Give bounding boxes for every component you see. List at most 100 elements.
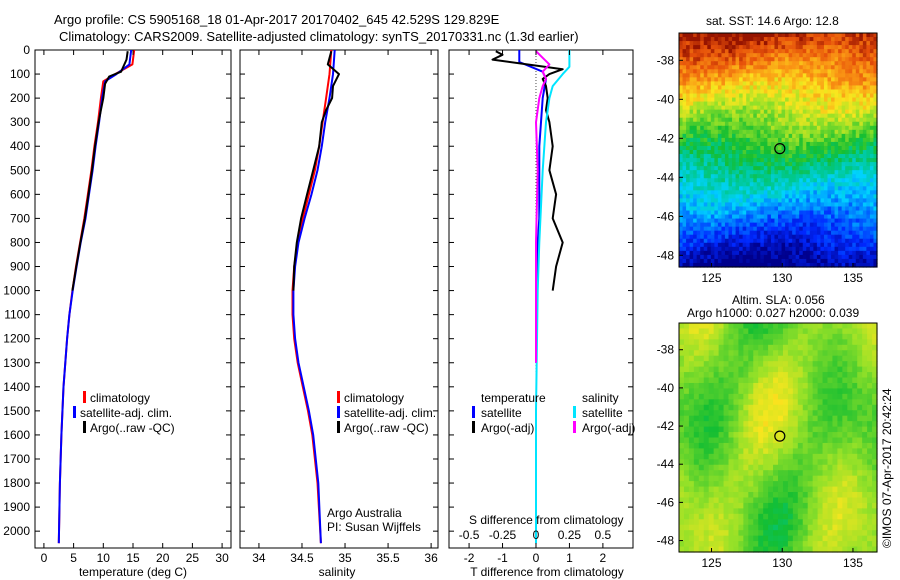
map-cell <box>763 492 769 499</box>
map-cell <box>682 254 687 260</box>
map-cell <box>723 366 730 373</box>
map-cell <box>866 85 871 91</box>
map-cell <box>809 101 814 107</box>
map-cell <box>862 388 868 395</box>
map-cell <box>797 421 804 428</box>
map-cell <box>693 45 698 50</box>
map-cell <box>739 85 744 91</box>
map-cell <box>728 57 733 62</box>
map-cell <box>841 125 846 131</box>
map-cell <box>799 85 804 91</box>
map-cell <box>778 230 783 236</box>
map-cell <box>703 53 708 58</box>
map-cell <box>847 513 853 520</box>
map-cell <box>837 333 843 340</box>
map-cell <box>806 37 811 42</box>
map-cell <box>768 328 774 335</box>
map-cell <box>862 226 867 232</box>
map-cell <box>781 93 786 99</box>
map-cell <box>698 372 705 379</box>
map-cell <box>792 93 797 99</box>
map-cell <box>788 154 793 159</box>
map-cell <box>827 242 832 248</box>
map-cell <box>822 350 829 357</box>
map-cell <box>797 519 804 526</box>
map-cell <box>767 125 772 131</box>
map-cell <box>788 73 793 78</box>
map-cell <box>688 339 695 346</box>
map-cell <box>693 105 698 111</box>
map-cell <box>756 69 761 74</box>
map-cell <box>852 190 857 195</box>
map-cell <box>688 415 695 422</box>
map-cell <box>689 254 694 260</box>
map-cell <box>807 399 814 406</box>
map-cell <box>707 77 712 83</box>
map-cell <box>686 150 691 155</box>
map-cell <box>822 421 829 428</box>
map-cell <box>820 41 825 46</box>
map-cell <box>785 262 790 268</box>
map-cell <box>773 459 779 466</box>
map-cell <box>788 230 793 236</box>
map-cell <box>679 170 684 175</box>
map-cell <box>862 137 867 143</box>
map-cell <box>693 109 698 115</box>
map-cell <box>827 69 832 74</box>
map-cell <box>787 519 794 526</box>
map-cell <box>698 344 705 351</box>
map-cell <box>767 250 772 256</box>
map-cell <box>748 323 754 330</box>
map-cell <box>817 421 824 428</box>
map-cell <box>813 186 818 191</box>
map-cell <box>795 101 800 107</box>
map-cell <box>756 206 761 212</box>
map-cell <box>788 166 793 171</box>
map-cell <box>852 254 857 260</box>
map-cell <box>812 350 819 357</box>
map-cell <box>689 170 694 175</box>
map-cell <box>768 372 774 379</box>
map-cell <box>816 117 822 123</box>
map-cell <box>689 85 694 91</box>
map-cell <box>679 230 684 236</box>
map-cell <box>756 97 761 103</box>
map-cell <box>806 97 811 103</box>
map-cell <box>773 502 779 509</box>
map-cell <box>806 121 811 127</box>
map-cell <box>852 442 858 449</box>
map-cell <box>773 415 779 422</box>
map-cell <box>816 226 822 232</box>
map-cell <box>795 170 800 175</box>
map-cell <box>714 129 719 135</box>
map-cell <box>778 333 784 340</box>
map-cell <box>728 133 733 139</box>
map-cell <box>768 350 774 357</box>
map-cell <box>834 85 839 91</box>
map-cell <box>806 182 811 187</box>
map-cell <box>797 404 804 411</box>
map-cell <box>763 194 768 200</box>
map-cell <box>785 222 790 228</box>
sst-map: 125 130 135-38-40-42-44-46-48 <box>657 32 878 285</box>
map-cell <box>724 105 730 111</box>
map-cell <box>703 372 710 379</box>
map-cell <box>785 246 790 252</box>
map-cell <box>862 333 868 340</box>
map-cell <box>724 162 730 167</box>
map-cell <box>817 404 824 411</box>
map-cell <box>693 426 700 433</box>
map-cell <box>866 37 871 42</box>
map-cell <box>873 222 878 228</box>
map-cell <box>834 178 839 183</box>
map-cell <box>693 382 700 390</box>
map-cell <box>708 355 715 362</box>
map-cell <box>718 366 725 373</box>
map-cell <box>696 89 701 95</box>
map-cell <box>813 194 818 200</box>
map-cell <box>855 226 860 232</box>
map-cell <box>774 226 779 232</box>
map-cell <box>774 250 779 256</box>
map-cell <box>733 372 739 379</box>
map-cell <box>763 502 769 509</box>
